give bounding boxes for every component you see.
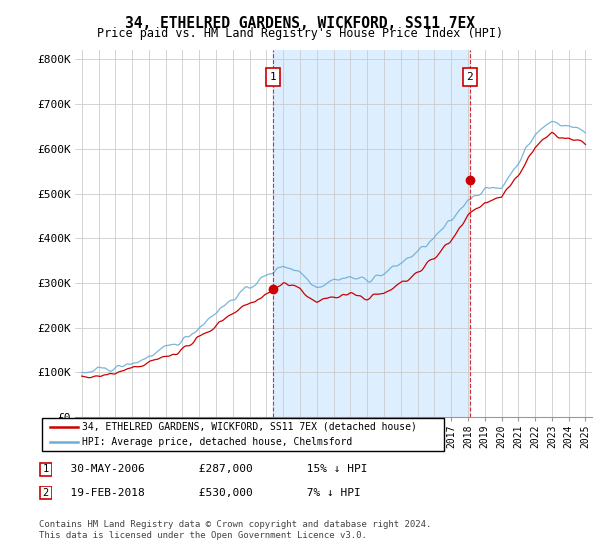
- FancyBboxPatch shape: [40, 486, 52, 500]
- Text: 2: 2: [467, 72, 473, 82]
- FancyBboxPatch shape: [40, 463, 52, 476]
- Bar: [273, 50, 470, 417]
- Text: Contains HM Land Registry data © Crown copyright and database right 2024.: Contains HM Land Registry data © Crown c…: [39, 520, 431, 529]
- Text: 34, ETHELRED GARDENS, WICKFORD, SS11 7EX: 34, ETHELRED GARDENS, WICKFORD, SS11 7EX: [125, 16, 475, 31]
- Text: 19-FEB-2018        £530,000        7% ↓ HPI: 19-FEB-2018 £530,000 7% ↓ HPI: [57, 488, 361, 498]
- Text: 2: 2: [43, 488, 49, 498]
- Text: 1: 1: [269, 72, 276, 82]
- FancyBboxPatch shape: [42, 418, 444, 451]
- Text: This data is licensed under the Open Government Licence v3.0.: This data is licensed under the Open Gov…: [39, 531, 367, 540]
- Text: 1: 1: [43, 464, 49, 474]
- Text: 34, ETHELRED GARDENS, WICKFORD, SS11 7EX (detached house): 34, ETHELRED GARDENS, WICKFORD, SS11 7EX…: [82, 422, 417, 432]
- Text: HPI: Average price, detached house, Chelmsford: HPI: Average price, detached house, Chel…: [82, 437, 352, 447]
- Text: 30-MAY-2006        £287,000        15% ↓ HPI: 30-MAY-2006 £287,000 15% ↓ HPI: [57, 464, 367, 474]
- Text: Price paid vs. HM Land Registry's House Price Index (HPI): Price paid vs. HM Land Registry's House …: [97, 27, 503, 40]
